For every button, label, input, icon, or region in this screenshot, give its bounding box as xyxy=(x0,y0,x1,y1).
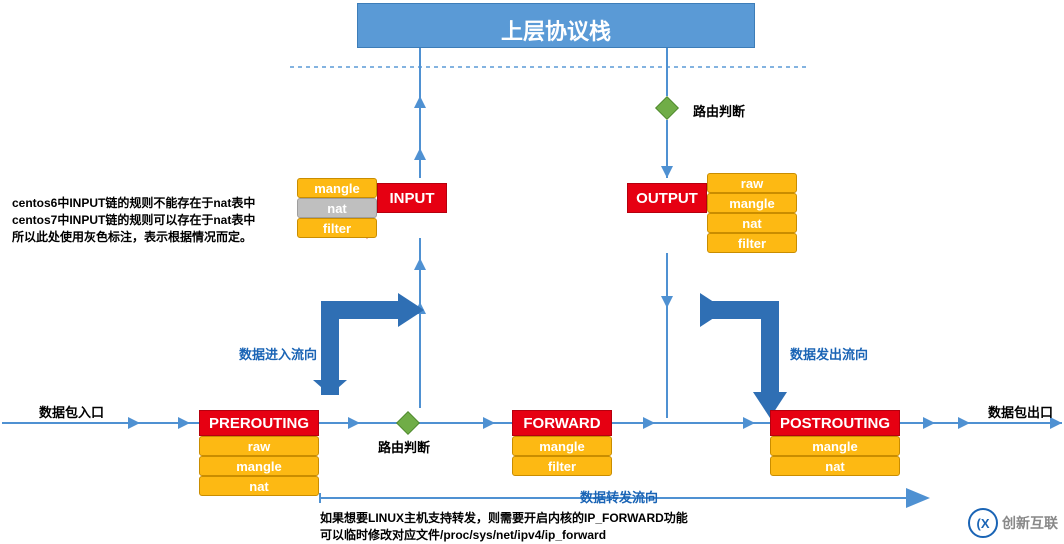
chain-input-header: INPUT xyxy=(377,183,447,213)
exit-label: 数据包出口 xyxy=(988,402,1053,421)
chain-forward-table-mangle: mangle xyxy=(512,436,612,456)
note-left-line3: 所以此处使用灰色标注，表示根据情况而定。 xyxy=(12,229,297,246)
chain-output-table-nat: nat xyxy=(707,213,797,233)
chain-forward-table-filter: filter xyxy=(512,456,612,476)
chain-input-table-nat: nat xyxy=(297,198,377,218)
chain-postrouting-table-mangle: mangle xyxy=(770,436,900,456)
note-left-line2: centos7中INPUT链的规则可以存在于nat表中 xyxy=(12,212,297,229)
watermark-logo-icon: (X xyxy=(968,508,998,538)
note-bottom: 如果想要LINUX主机支持转发，则需要开启内核的IP_FORWARD功能 可以临… xyxy=(320,510,688,544)
chain-input-table-mangle: mangle xyxy=(297,178,377,198)
chain-output-table-filter: filter xyxy=(707,233,797,253)
flow-out-label: 数据发出流向 xyxy=(790,344,868,363)
watermark: (X 创新互联 xyxy=(968,508,1058,538)
note-left-line1: centos6中INPUT链的规则不能存在于nat表中 xyxy=(12,195,297,212)
flow-in-label: 数据进入流向 xyxy=(239,344,317,363)
chain-forward-header: FORWARD xyxy=(512,410,612,436)
chain-prerouting-table-raw: raw xyxy=(199,436,319,456)
top-protocol-banner: 上层协议栈 xyxy=(357,3,755,48)
chain-prerouting-header: PREROUTING xyxy=(199,410,319,436)
note-left: centos6中INPUT链的规则不能存在于nat表中 centos7中INPU… xyxy=(12,195,297,245)
entry-label: 数据包入口 xyxy=(39,402,104,421)
chain-output-table-mangle: mangle xyxy=(707,193,797,213)
route-label-bottom: 路由判断 xyxy=(378,437,430,456)
chain-prerouting-table-mangle: mangle xyxy=(199,456,319,476)
chain-prerouting-table-nat: nat xyxy=(199,476,319,496)
chain-output-table-raw: raw xyxy=(707,173,797,193)
watermark-text: 创新互联 xyxy=(1002,513,1058,533)
chain-input-table-filter: filter xyxy=(297,218,377,238)
chain-postrouting-table-nat: nat xyxy=(770,456,900,476)
note-bottom-line1: 如果想要LINUX主机支持转发，则需要开启内核的IP_FORWARD功能 xyxy=(320,510,688,527)
flow-forward-label: 数据转发流向 xyxy=(580,487,658,506)
chain-postrouting-header: POSTROUTING xyxy=(770,410,900,436)
chain-output-header: OUTPUT xyxy=(627,183,707,213)
route-label-top: 路由判断 xyxy=(693,101,745,120)
note-bottom-line2: 可以临时修改对应文件/proc/sys/net/ipv4/ip_forward xyxy=(320,527,688,544)
